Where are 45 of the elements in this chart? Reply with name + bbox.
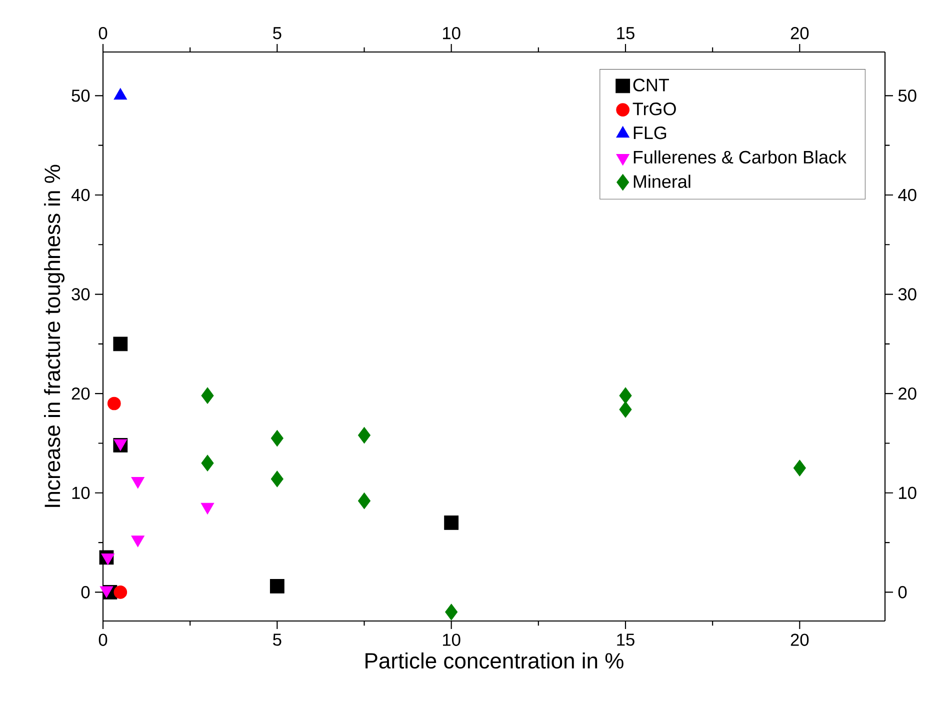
legend-label: FLG [634,126,666,140]
x2-tick-label: 15 [617,27,634,40]
legend-label: TrGO [632,102,676,116]
point [358,427,371,444]
point [793,460,806,476]
x-axis-title: Particle concentration in % [366,652,624,669]
point [619,387,632,404]
point [270,430,284,447]
point [270,579,284,594]
point [114,586,128,599]
y2-tick-label: 40 [898,188,916,202]
y-axis-title: Increase in fracture toughness in % [44,164,65,507]
point [445,604,458,620]
y-tick-label: 50 [72,90,90,102]
y2-tick-label: 50 [898,90,916,102]
x-tick-label: 15 [617,634,634,646]
x2-tick-label: 20 [790,27,809,40]
y2-tick-label: 0 [898,586,907,598]
y2-tick-label: 10 [899,486,916,500]
point [270,470,284,488]
point [444,515,459,530]
y-tick-label: 30 [72,288,90,300]
x2-tick-label: 0 [98,27,108,40]
y-tick-label: 40 [71,188,90,202]
y-tick-label: 0 [81,586,90,598]
x-tick-label: 10 [443,634,460,646]
x-tick-label: 20 [790,634,809,646]
point [201,454,214,472]
y-tick-label: 10 [72,486,90,500]
point [113,336,128,352]
y2-tick-label: 30 [898,288,916,300]
x-tick-label: 5 [273,634,282,646]
point [107,396,121,410]
x2-tick-label: 5 [273,27,282,40]
point [358,492,371,510]
point [201,387,214,404]
legend-label: CNT [633,78,669,92]
y2-tick-label: 20 [898,387,916,400]
legend-label: Fullerenes & Carbon Black [634,150,847,164]
point [114,88,128,100]
point [619,401,632,418]
y-tick-label: 20 [72,387,90,400]
x2-tick-label: 10 [443,27,460,40]
legend-label: Mineral [634,174,690,188]
x-tick-label: 0 [98,634,108,646]
